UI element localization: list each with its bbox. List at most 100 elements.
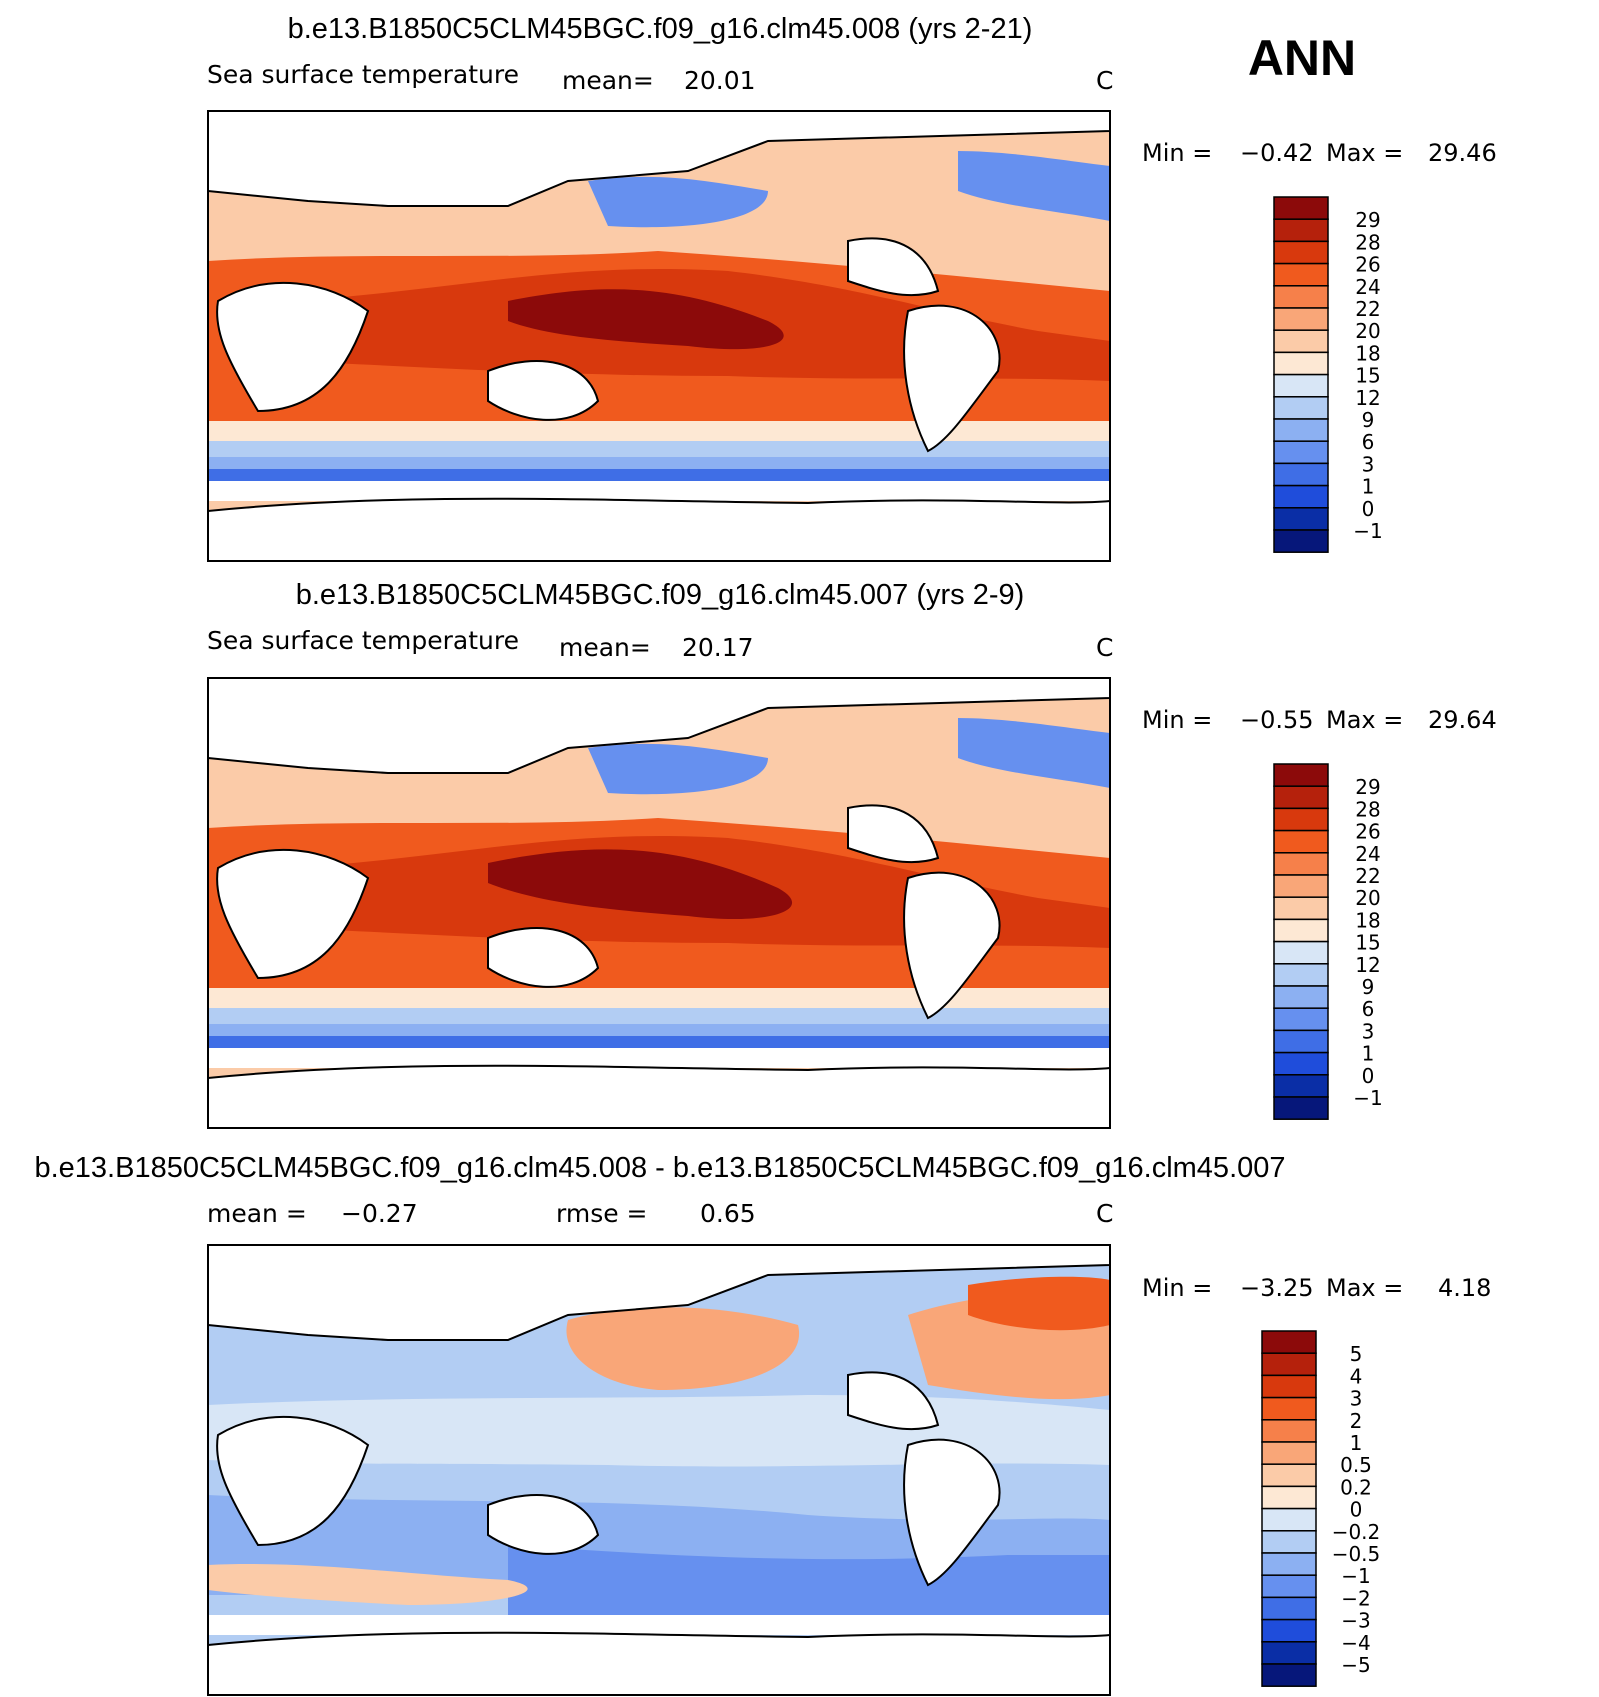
colorbar-swatch (1261, 1574, 1317, 1599)
colorbar-tick-label: 0 (1362, 497, 1375, 521)
colorbar-swatch (1273, 874, 1329, 898)
panel-title: b.e13.B1850C5CLM45BGC.f09_g16.clm45.008 … (34, 1152, 1285, 1184)
colorbar-tick-label: −1 (1341, 1564, 1370, 1588)
colorbar-swatch (1261, 1396, 1317, 1421)
colorbar-tick-label: 2 (1350, 1409, 1363, 1433)
colorbar-tick-label: 28 (1355, 797, 1380, 821)
colorbar-tick-label: 12 (1355, 953, 1380, 977)
colorbar-swatch (1273, 1051, 1329, 1076)
colorbar-swatch (1273, 484, 1329, 509)
colorbar-tick-label: 20 (1355, 319, 1380, 343)
map-frame (207, 110, 1111, 562)
colorbar-swatch (1261, 1618, 1317, 1643)
colorbar-tick-label: 20 (1355, 886, 1380, 910)
colorbar-tick-label: 15 (1355, 931, 1380, 955)
colorbar-swatch (1261, 1530, 1317, 1554)
colorbar-swatch (1273, 262, 1329, 287)
max-label: Max = (1326, 706, 1403, 734)
colorbar-swatch (1273, 507, 1329, 531)
colorbar-tick-label: 29 (1355, 775, 1380, 799)
colorbar-tick-label: 22 (1355, 864, 1380, 888)
colorbar-swatch (1273, 896, 1329, 921)
max-value: 29.64 (1428, 706, 1497, 734)
colorbar-swatch (1261, 1485, 1317, 1510)
colorbar-tick-label: 1 (1362, 1042, 1375, 1066)
colorbar-swatch (1273, 196, 1329, 220)
colorbar-swatch (1273, 440, 1329, 465)
mean-label: mean= (562, 66, 654, 95)
sst-north-pacific-cold (588, 176, 768, 228)
sst-north-atlantic-cold (958, 718, 1110, 788)
sst-band-south-1 (208, 988, 1110, 1008)
diff-south-strong (508, 1545, 1110, 1615)
colorbar-swatch (1273, 529, 1329, 553)
sst-band-south-4 (208, 469, 1110, 481)
colorbar-tick-label: 12 (1355, 386, 1380, 410)
colorbar-swatch (1273, 1007, 1329, 1032)
colorbar-swatch (1273, 963, 1329, 987)
diff-southern-ocean-positive (208, 1563, 528, 1605)
colorbar-swatch (1261, 1352, 1317, 1377)
min-value: −3.25 (1240, 1274, 1314, 1302)
mean-value: 20.01 (684, 66, 756, 95)
colorbar-tick-label: 24 (1355, 275, 1380, 299)
colorbar-tick-label: 26 (1355, 253, 1380, 277)
colorbar-swatch (1273, 807, 1329, 832)
panel-sst-case-007: b.e13.B1850C5CLM45BGC.f09_g16.clm45.007 … (207, 579, 1497, 1129)
sst-band-south-2 (208, 441, 1110, 457)
colorbar-tick-label: 0 (1350, 1498, 1363, 1522)
sst-band-south-4 (208, 1036, 1110, 1048)
colorbar-tick-label: −5 (1341, 1653, 1370, 1677)
panel-sst-case-008: b.e13.B1850C5CLM45BGC.f09_g16.clm45.008 … (207, 13, 1497, 562)
colorbar-tick-label: 0 (1362, 1064, 1375, 1088)
colorbar-swatch (1273, 240, 1329, 265)
sst-band-hottest (508, 289, 784, 350)
colorbar-swatch (1261, 1641, 1317, 1665)
colorbar-swatch (1273, 852, 1329, 876)
colorbar-tick-label: 6 (1362, 430, 1375, 454)
colorbar-swatch (1273, 351, 1329, 376)
colorbar-tick-label: 5 (1350, 1342, 1363, 1366)
colorbar-swatch (1261, 1374, 1317, 1399)
colorbar-tick-label: −0.5 (1332, 1542, 1381, 1566)
sst-band-south-3 (208, 457, 1110, 469)
min-label: Min = (1142, 706, 1212, 734)
mean-label: mean= (559, 633, 651, 662)
min-label: Min = (1142, 1274, 1212, 1302)
colorbar-tick-label: −3 (1341, 1609, 1370, 1633)
colorbar-tick-label: 24 (1355, 842, 1380, 866)
min-label: Min = (1142, 139, 1212, 167)
sst-north-pacific-cold (588, 743, 768, 795)
sst-north-atlantic-cold (958, 151, 1110, 221)
min-value: −0.55 (1240, 706, 1314, 734)
colorbar-swatch (1273, 218, 1329, 243)
colorbar-swatch (1261, 1441, 1317, 1465)
variable-label: Sea surface temperature (207, 60, 519, 89)
colorbar-tick-label: −1 (1353, 1086, 1382, 1110)
min-value: −0.42 (1240, 139, 1314, 167)
colorbar-swatch (1273, 285, 1329, 309)
sst-band-hottest (488, 849, 793, 920)
colorbar-tick-label: 22 (1355, 297, 1380, 321)
mean-value: −0.27 (341, 1199, 418, 1228)
panel-title: b.e13.B1850C5CLM45BGC.f09_g16.clm45.007 … (296, 579, 1025, 611)
max-value: 4.18 (1438, 1274, 1491, 1302)
map-frame (207, 677, 1111, 1129)
colorbar-swatch (1261, 1463, 1317, 1488)
colorbar-tick-label: 3 (1350, 1387, 1363, 1411)
colorbar-swatch (1273, 1029, 1329, 1054)
panel-sst-difference: b.e13.B1850C5CLM45BGC.f09_g16.clm45.008 … (34, 1152, 1491, 1696)
map-frame (207, 1244, 1111, 1696)
colorbar-tick-label: 18 (1355, 341, 1380, 365)
colorbar-tick-label: 9 (1362, 975, 1375, 999)
difference-map (207, 1244, 1111, 1696)
mean-label: mean = (207, 1199, 307, 1228)
colorbar-tick-label: 6 (1362, 997, 1375, 1021)
colorbar-swatch (1273, 396, 1329, 420)
colorbar-swatch (1273, 373, 1329, 398)
colorbar-swatch (1273, 829, 1329, 854)
colorbar-swatch (1261, 1507, 1317, 1532)
